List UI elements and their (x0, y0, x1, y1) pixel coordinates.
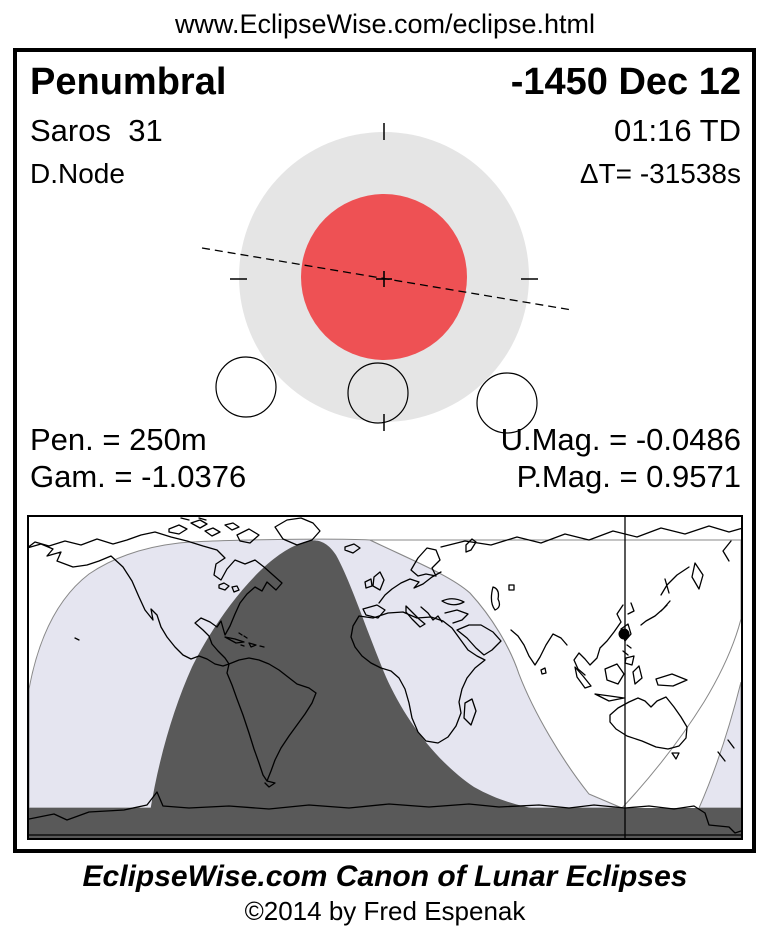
penumbral-magnitude: P.Mag. = 0.9571 (516, 459, 741, 494)
gamma-value: Gam. = -1.0376 (30, 459, 247, 494)
umbral-magnitude: U.Mag. = -0.0486 (500, 422, 741, 457)
lunar-node: D.Node (30, 158, 125, 189)
eclipse-type-title: Penumbral (30, 61, 227, 103)
map-partial-visibility-wedge (698, 681, 742, 809)
greatest-eclipse-time: 01:16 TD (614, 113, 741, 148)
map-coastlines (26, 517, 744, 836)
visibility-map (26, 515, 744, 840)
visibility-map-svg (26, 517, 744, 838)
map-zenith-point-dot (618, 628, 630, 640)
map-full-visibility-strip (29, 808, 741, 838)
eclipse-date: -1450 Dec 12 (510, 61, 741, 103)
penumbral-duration: Pen. = 250m (30, 422, 207, 457)
map-no-visibility-region (369, 539, 742, 809)
copyright-text: ©2014 by Fred Espenak (244, 896, 526, 926)
canon-title: EclipseWise.com Canon of Lunar Eclipses (82, 860, 688, 893)
map-full-visibility-region (150, 540, 541, 812)
page-url-text: www.EclipseWise.com/eclipse.html (174, 9, 596, 39)
delta-t-value: ΔT= -31538s (579, 158, 741, 189)
saros-number: Saros 31 (30, 113, 163, 148)
